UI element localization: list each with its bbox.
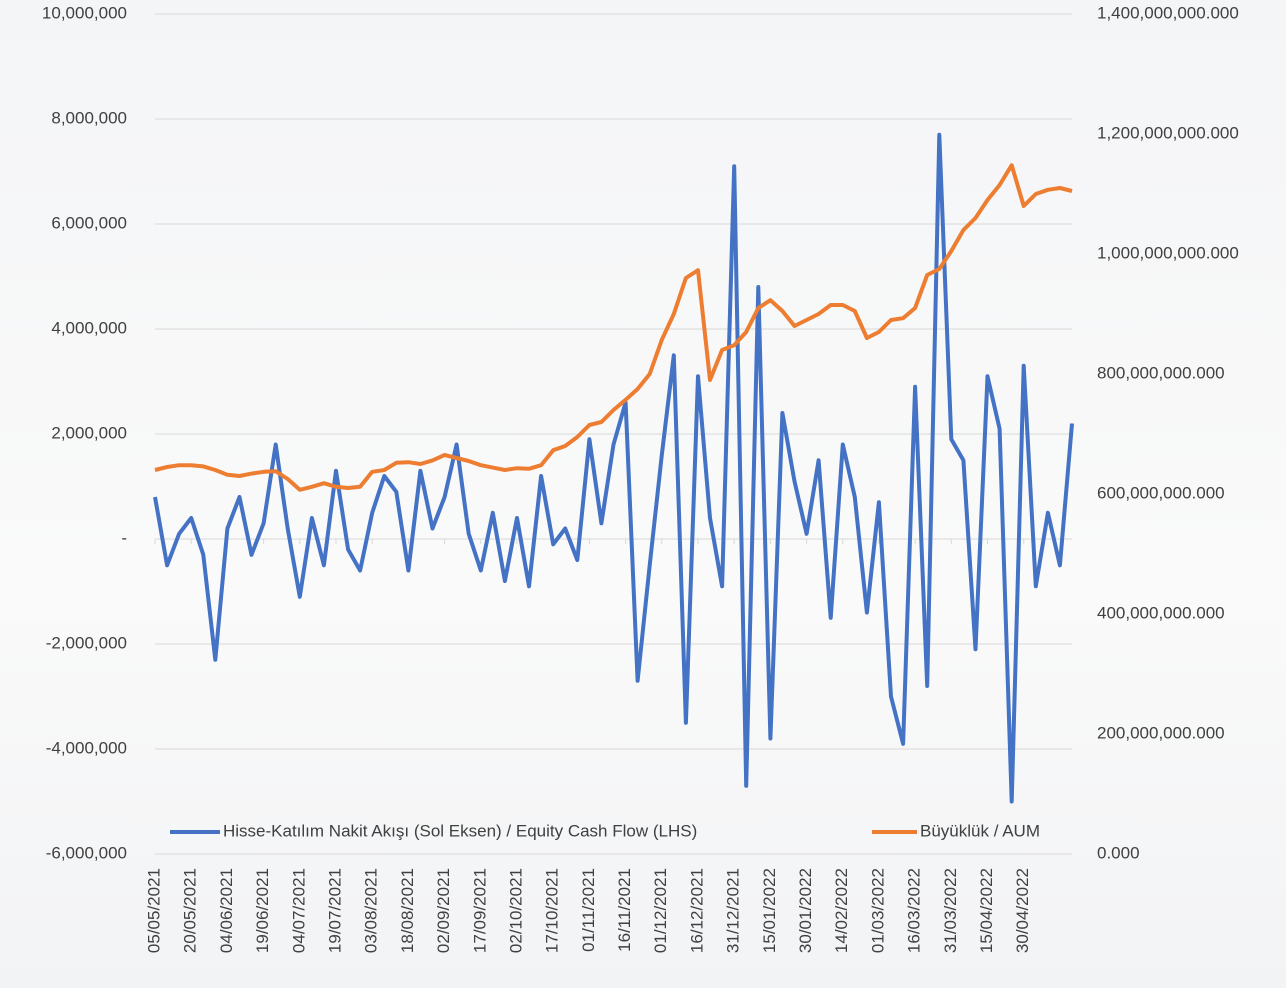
x-tick-label: 15/04/2022	[977, 868, 996, 953]
x-tick-label: 02/10/2021	[506, 868, 525, 953]
y-tick-label: 2,000,000	[51, 423, 127, 442]
x-tick-label: 18/08/2021	[398, 868, 417, 953]
y2-tick-label: 1,200,000,000.000	[1097, 123, 1239, 142]
x-tick-label: 04/07/2021	[289, 868, 308, 953]
x-tick-label: 16/11/2021	[615, 868, 634, 952]
y2-tick-label: 400,000,000.000	[1097, 603, 1225, 622]
x-tick-label: 14/02/2022	[832, 868, 851, 953]
x-tick-label: 31/12/2021	[724, 868, 743, 953]
legend-label: Büyüklük / AUM	[920, 821, 1040, 840]
y2-tick-label: 800,000,000.000	[1097, 363, 1225, 382]
y-tick-label: 6,000,000	[51, 213, 127, 232]
x-tick-label: 15/01/2022	[760, 868, 779, 953]
x-tick-label: 30/01/2022	[796, 868, 815, 953]
x-tick-label: 30/04/2022	[1013, 868, 1032, 953]
x-tick-label: 16/03/2022	[905, 868, 924, 953]
y2-tick-label: 0.000	[1097, 843, 1140, 862]
y-tick-label: -6,000,000	[46, 843, 127, 862]
series-line	[155, 135, 1072, 802]
y-tick-label: 8,000,000	[51, 108, 127, 127]
y-tick-label: 10,000,000	[42, 3, 127, 22]
chart: -6,000,000-4,000,000-2,000,000-2,000,000…	[0, 0, 1286, 988]
y-tick-label: -2,000,000	[46, 633, 127, 652]
x-tick-label: 19/06/2021	[253, 868, 272, 953]
x-tick-label: 03/08/2021	[362, 868, 381, 953]
x-tick-label: 05/05/2021	[144, 868, 163, 953]
y-tick-label: -	[121, 528, 127, 547]
y-tick-label: -4,000,000	[46, 738, 127, 757]
x-tick-label: 17/09/2021	[470, 868, 489, 953]
x-tick-label: 17/10/2021	[543, 868, 562, 953]
x-tick-label: 04/06/2021	[217, 868, 236, 953]
x-tick-label: 31/03/2022	[941, 868, 960, 953]
y2-tick-label: 200,000,000.000	[1097, 723, 1225, 742]
x-tick-label: 20/05/2021	[181, 868, 200, 953]
y-tick-label: 4,000,000	[51, 318, 127, 337]
y2-tick-label: 1,400,000,000.000	[1097, 3, 1239, 22]
x-tick-label: 01/12/2021	[651, 868, 670, 953]
x-tick-label: 16/12/2021	[687, 868, 706, 953]
y2-tick-label: 600,000,000.000	[1097, 483, 1225, 502]
x-tick-label: 01/03/2022	[868, 868, 887, 953]
x-tick-label: 02/09/2021	[434, 868, 453, 953]
x-tick-label: 19/07/2021	[325, 868, 344, 953]
legend-label: Hisse-Katılım Nakit Akışı (Sol Eksen) / …	[223, 821, 697, 840]
y2-tick-label: 1,000,000,000.000	[1097, 243, 1239, 262]
x-tick-label: 01/11/2021	[579, 868, 598, 952]
